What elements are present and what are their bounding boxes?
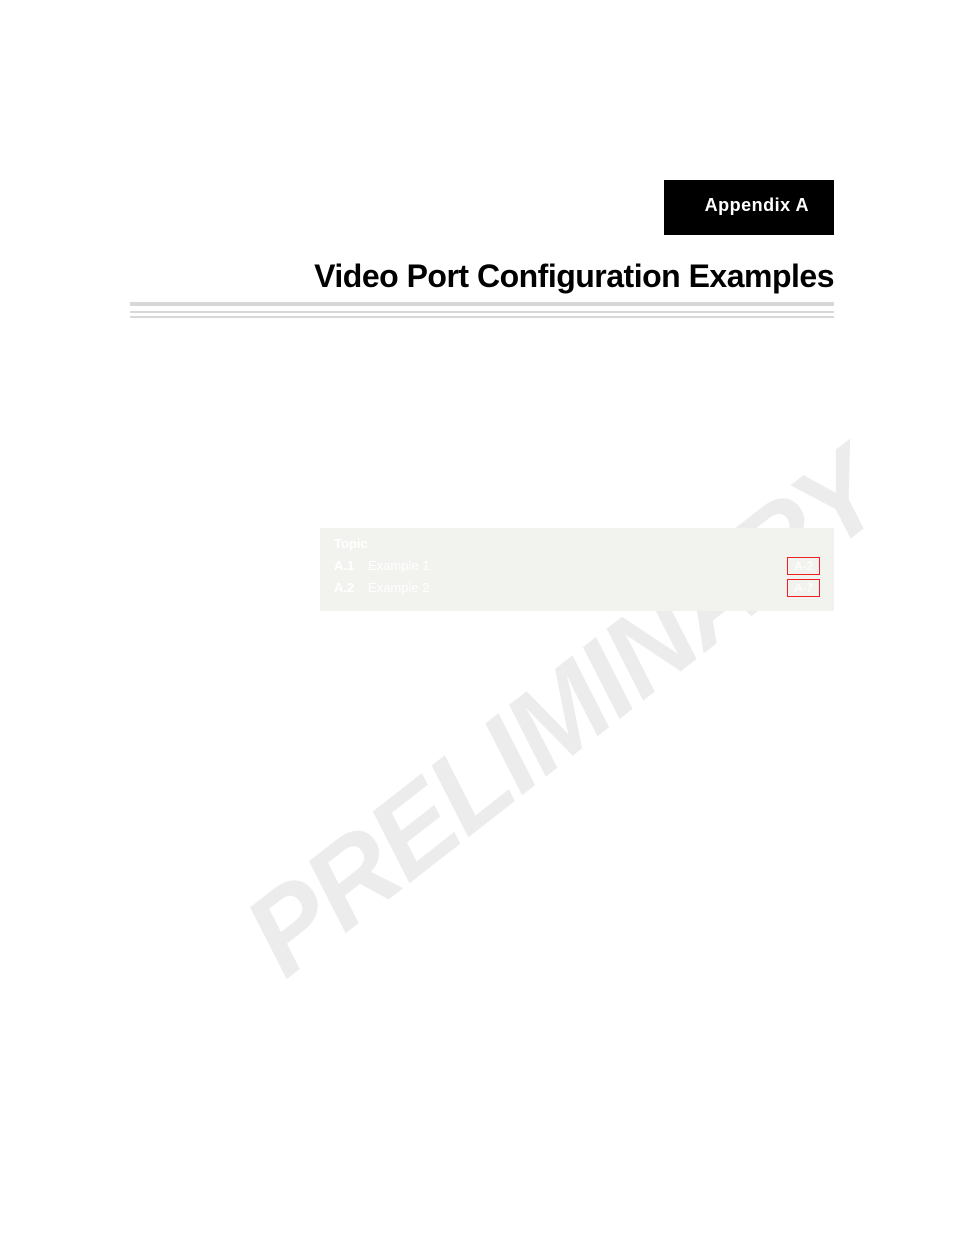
toc-row: A.2 Example 2 A-7 — [334, 579, 820, 597]
toc-label: Example 2 — [368, 580, 429, 595]
toc-num: A.2 — [334, 580, 368, 595]
toc-header: Topic — [334, 536, 820, 551]
page-title: Video Port Configuration Examples — [0, 258, 834, 295]
rule-thin-1 — [130, 311, 834, 313]
toc-num: A.1 — [334, 558, 368, 573]
watermark: PRELIMINARY — [220, 425, 907, 1002]
intro-paragraph: This appendix contains register configur… — [320, 370, 834, 433]
title-rules — [130, 302, 834, 321]
toc-page-link[interactable]: A-2 — [787, 557, 820, 575]
rule-thin-2 — [130, 316, 834, 318]
toc-page-link[interactable]: A-7 — [787, 579, 820, 597]
toc-label: Example 1 — [368, 558, 429, 573]
intro-text: This appendix contains register configur… — [320, 370, 834, 433]
footer-page-number: A-1 — [814, 1142, 834, 1157]
toc-row: A.1 Example 1 A-2 — [334, 557, 820, 575]
rule-thick — [130, 302, 834, 306]
chapter-label: Appendix A — [705, 195, 809, 216]
page: PRELIMINARY Appendix A Video Port Config… — [0, 0, 954, 1235]
toc-box: Topic A.1 Example 1 A-2 A.2 Example 2 A-… — [320, 528, 834, 611]
